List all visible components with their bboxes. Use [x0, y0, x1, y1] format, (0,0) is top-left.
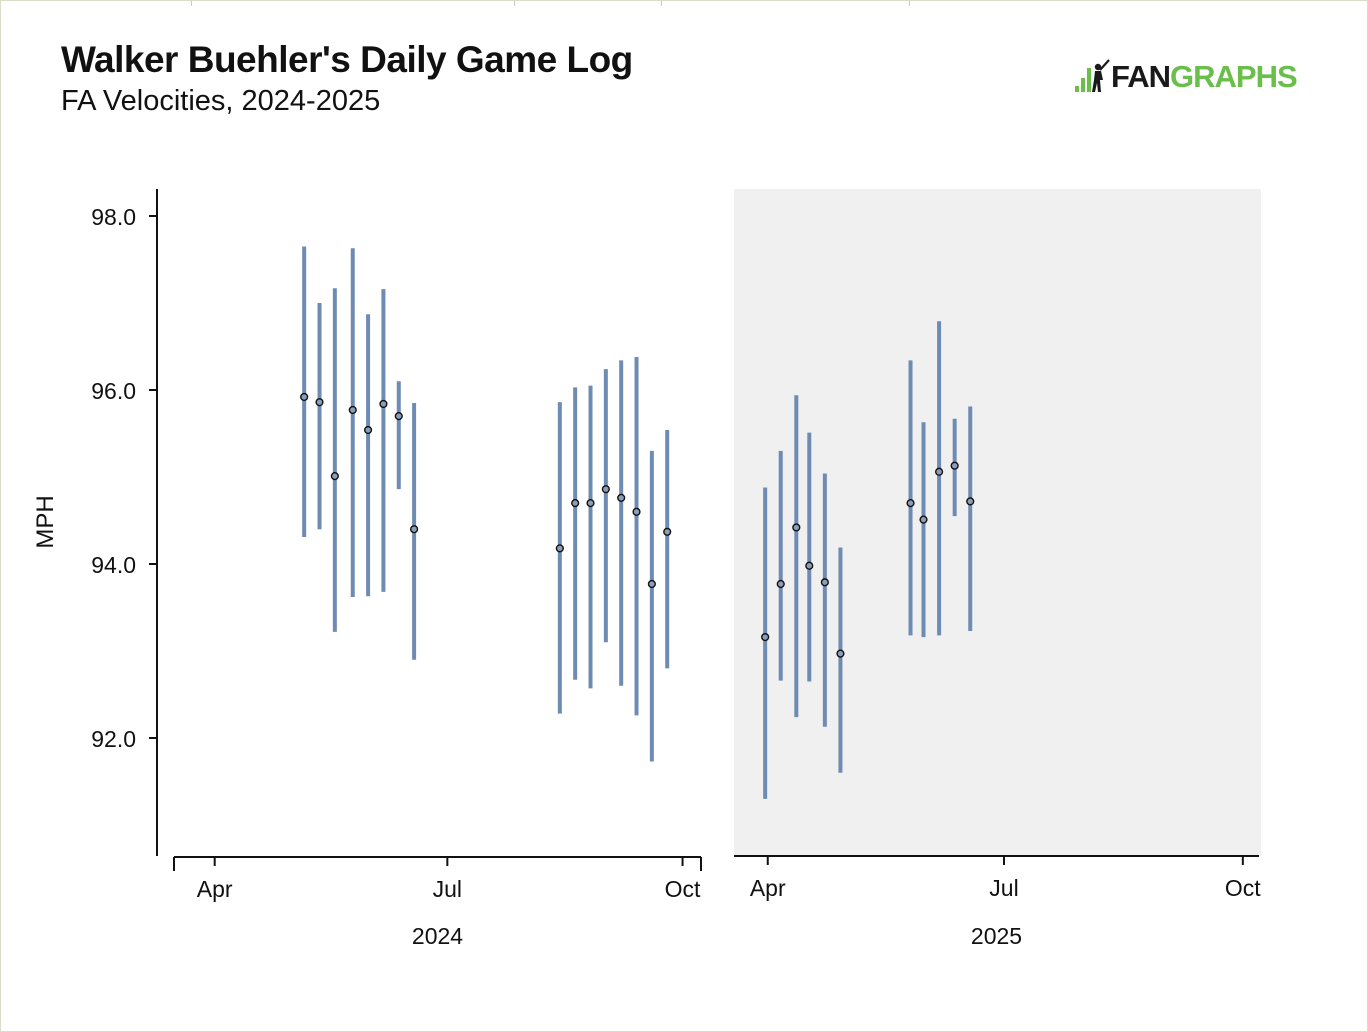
y-axis-label: MPH	[32, 495, 59, 548]
top-ruler-ticks	[1, 1, 1367, 7]
x-tick-label: Oct	[1225, 875, 1261, 901]
velocity-avg-point	[836, 649, 845, 658]
velocity-avg-point	[601, 485, 610, 494]
velocity-avg-point	[330, 472, 339, 481]
x-tick-label: Apr	[750, 875, 786, 901]
top-tick	[909, 1, 910, 6]
velocity-avg-point	[966, 497, 975, 506]
velocity-avg-point	[571, 499, 580, 508]
velocity-avg-point	[663, 527, 672, 536]
fangraphs-logo[interactable]: FANGRAPHS	[1073, 57, 1298, 97]
velocity-avg-point	[555, 544, 564, 553]
panel-2025-shaded-background	[734, 189, 1261, 856]
y-tick-label: 98.0	[91, 204, 136, 230]
velocity-avg-point	[410, 525, 419, 534]
x-axis-label-2025: 2025	[971, 923, 1022, 949]
velocity-avg-point	[394, 412, 403, 421]
top-tick	[661, 1, 662, 6]
chart-title: Walker Buehler's Daily Game Log	[61, 39, 633, 80]
velocity-avg-point	[805, 561, 814, 570]
velocity-avg-point	[820, 578, 829, 587]
logo-text-graphs: GRAPHS	[1170, 59, 1298, 94]
top-tick	[191, 1, 192, 6]
velocity-avg-point	[348, 405, 357, 415]
velocity-avg-point	[300, 392, 309, 402]
velocity-avg-point	[761, 632, 770, 642]
x-tick-label: Jul	[433, 876, 462, 902]
velocity-avg-point	[792, 523, 801, 532]
x-tick-label: Apr	[197, 876, 233, 902]
x-tick-label: Oct	[665, 876, 701, 902]
velocity-avg-point	[379, 399, 388, 409]
y-tick-label: 96.0	[91, 378, 136, 404]
fangraphs-logo-text: FANGRAPHS	[1111, 58, 1298, 96]
x-tick-label: Jul	[989, 875, 1018, 901]
velocity-avg-point	[315, 398, 324, 407]
y-tick-label: 92.0	[91, 726, 136, 752]
velocity-avg-point	[632, 507, 641, 516]
velocity-avg-point	[950, 461, 959, 470]
x-axis-label-2024: 2024	[412, 923, 463, 949]
y-tick-label: 94.0	[91, 552, 136, 578]
fangraphs-batter-icon	[1075, 59, 1110, 92]
velocity-avg-point	[586, 499, 595, 508]
logo-text-fan: FAN	[1111, 59, 1171, 94]
velocity-avg-point	[906, 499, 915, 508]
velocity-avg-point	[617, 493, 626, 502]
velocity-avg-point	[776, 579, 785, 589]
velocity-avg-point	[919, 515, 928, 524]
velocity-avg-point	[934, 467, 944, 476]
velocity-avg-point	[647, 579, 656, 589]
top-tick	[514, 1, 515, 6]
velocity-avg-point	[363, 425, 373, 435]
chart-subtitle: FA Velocities, 2024-2025	[61, 85, 381, 117]
